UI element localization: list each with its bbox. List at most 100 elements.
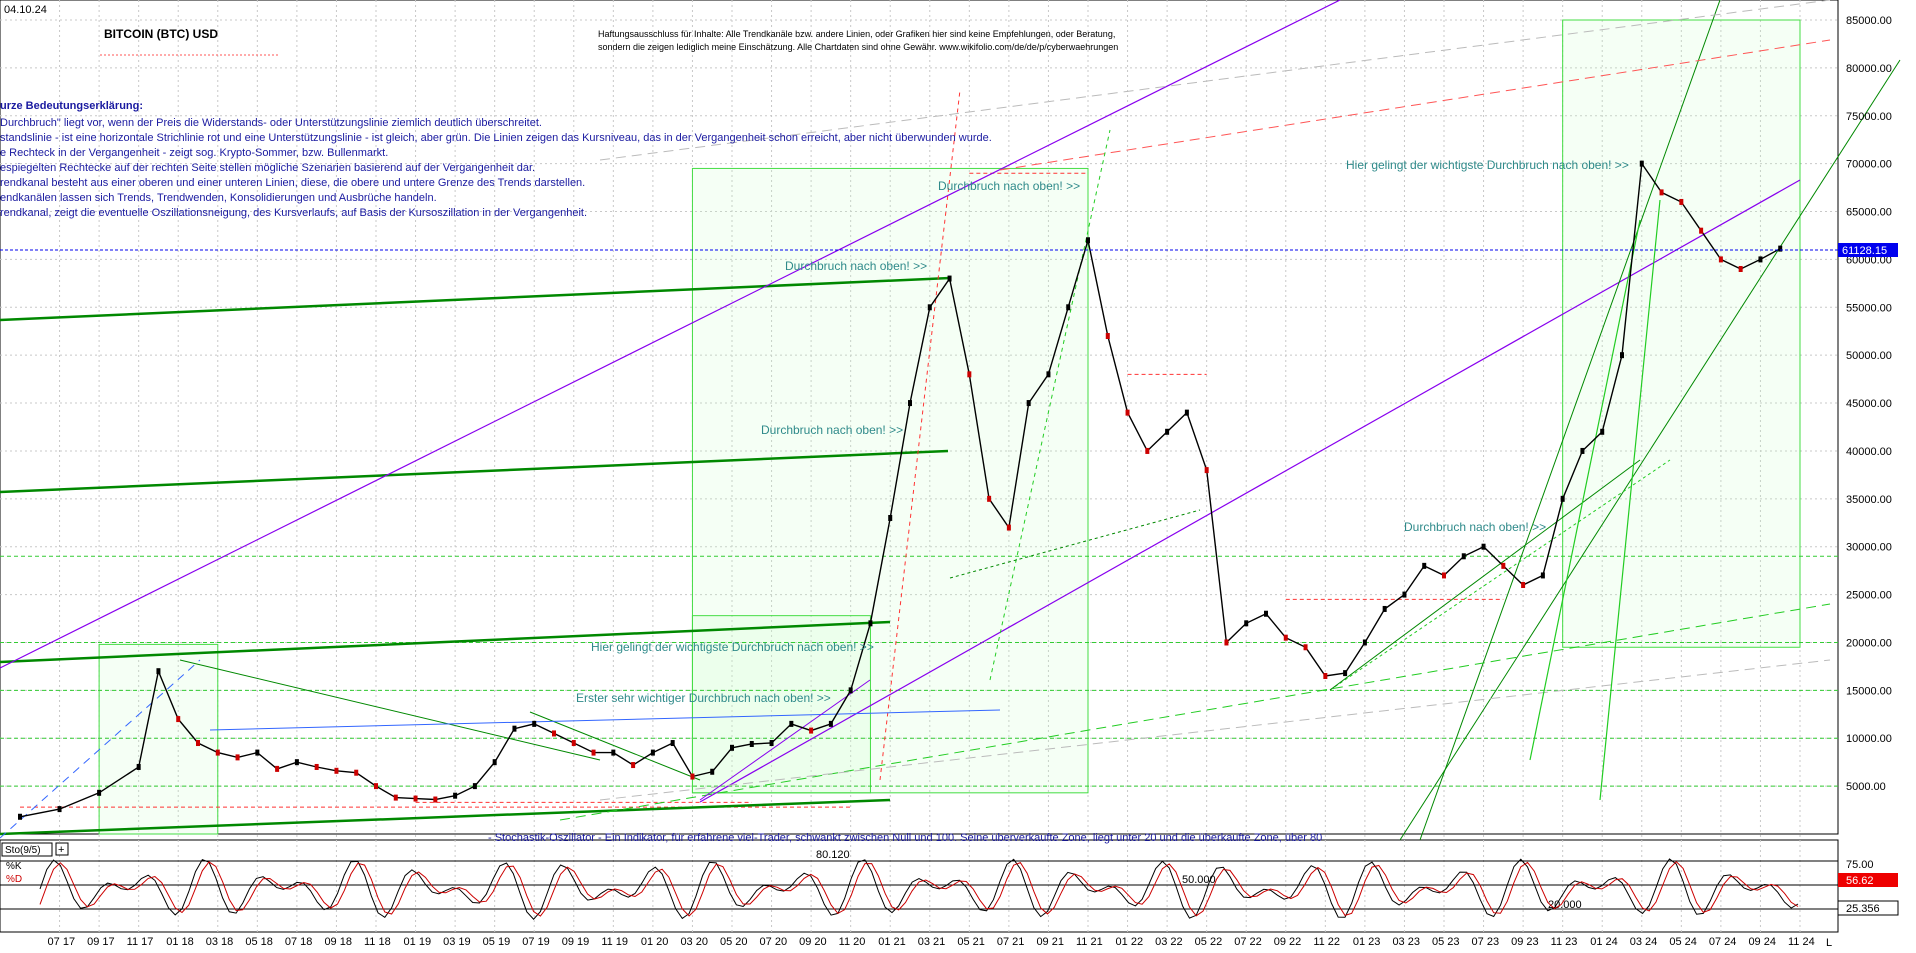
legend-line-1: Durchbruch" liegt vor, wenn der Preis di… xyxy=(0,117,542,129)
price-point xyxy=(18,813,22,820)
x-tick-label: 03 22 xyxy=(1155,936,1183,948)
legend-line-2: standslinie - ist eine horizontale Stric… xyxy=(0,132,992,144)
legend-line-4: espiegelten Rechtecke auf der rechten Se… xyxy=(0,162,535,174)
price-point xyxy=(1639,160,1644,167)
y-tick-label: 70000.00 xyxy=(1846,159,1892,171)
x-tick-label: 11 23 xyxy=(1551,936,1578,948)
price-point xyxy=(275,765,280,772)
stochastic-add-button[interactable] xyxy=(55,842,69,856)
legend-line-6: endkanälen lassen sich Trends, Trendwend… xyxy=(0,192,437,204)
price-point xyxy=(1343,670,1348,677)
chart-date: 04.10.24 xyxy=(4,4,47,16)
price-point xyxy=(1086,237,1090,244)
y-tick-label: 10000.00 xyxy=(1846,733,1892,745)
price-point xyxy=(552,730,556,737)
price-point xyxy=(1699,227,1704,234)
trend-line-blue-dashed xyxy=(0,659,201,839)
x-tick-label: 01 23 xyxy=(1353,936,1381,948)
price-point xyxy=(492,759,497,766)
price-panel-frame xyxy=(0,0,1839,835)
stochastic-k-line xyxy=(39,858,1799,920)
trend-line-grey-dashed xyxy=(599,659,1831,801)
price-point xyxy=(1125,409,1130,416)
x-tick-label: 05 22 xyxy=(1195,936,1223,948)
price-point xyxy=(1204,467,1209,474)
stochastic-title: Sto(9/5) xyxy=(5,845,41,856)
price-point xyxy=(710,768,715,775)
x-tick-label: 09 20 xyxy=(799,936,827,948)
disclaimer-line-2: sondern die zeigen lediglich meine Einsc… xyxy=(598,42,1118,52)
price-point xyxy=(947,275,952,282)
price-point xyxy=(888,514,893,521)
stochastic-level-50: 50.000 xyxy=(1182,874,1216,886)
price-point xyxy=(97,789,102,796)
annotation-first-key-breakout: Erster sehr wichtiger Durchbruch nach ob… xyxy=(576,691,831,705)
y-tick-label: 80000.00 xyxy=(1846,63,1892,75)
price-point xyxy=(1718,256,1723,263)
price-series-points xyxy=(18,160,1783,820)
y-tick-label: 30000.00 xyxy=(1846,542,1892,554)
x-tick-label: 05 23 xyxy=(1432,936,1460,948)
stochastic-d-marker xyxy=(1837,900,1899,916)
price-point xyxy=(532,720,537,727)
x-tick-label: 05 20 xyxy=(720,936,748,948)
price-point xyxy=(1066,304,1071,311)
x-tick-label: 01 19 xyxy=(404,936,432,948)
price-point xyxy=(413,795,418,802)
annotation-key-breakout-2020: Hier gelingt der wichtigste Durchbruch n… xyxy=(591,640,874,654)
price-point xyxy=(255,749,260,756)
y-tick-label: 65000.00 xyxy=(1846,207,1892,219)
trend-line-green-steep-2024 xyxy=(1529,219,1641,761)
price-point xyxy=(1600,428,1605,435)
x-tick-label: 11 17 xyxy=(127,936,154,948)
x-tick-label: 07 19 xyxy=(522,936,550,948)
y-tick-label: 25000.00 xyxy=(1846,590,1892,602)
y-tick-label: 15000.00 xyxy=(1846,685,1892,697)
x-tick-label: 01 21 xyxy=(878,936,906,948)
x-tick-label: 01 24 xyxy=(1590,936,1618,948)
price-point xyxy=(1540,572,1545,579)
price-point xyxy=(631,762,636,769)
price-point xyxy=(1145,447,1150,454)
price-point xyxy=(1738,265,1743,272)
stochastic-level-20: 20.000 xyxy=(1548,899,1582,911)
x-tick-label: 09 21 xyxy=(1036,936,1064,948)
x-tick-label: 07 22 xyxy=(1234,936,1262,948)
trend-line-green-floor xyxy=(0,798,891,836)
x-tick-label: 11 19 xyxy=(601,936,628,948)
price-point xyxy=(1679,198,1684,205)
legend-line-5: rendkanal besteht aus einer oberen und e… xyxy=(0,177,585,189)
price-point xyxy=(156,668,161,675)
price-point xyxy=(1026,400,1031,407)
x-tick-label: 03 23 xyxy=(1392,936,1420,948)
bull-market-regions xyxy=(98,19,1801,835)
price-point xyxy=(730,744,734,751)
bull-market-region xyxy=(98,643,219,835)
x-tick-label: 01 22 xyxy=(1116,936,1144,948)
annotation-breakout-2021-top: Durchbruch nach oben! >> xyxy=(938,179,1080,193)
price-point xyxy=(1382,605,1387,612)
last-price-marker xyxy=(1838,243,1898,257)
price-point xyxy=(1006,524,1011,531)
x-tick-label: 03 21 xyxy=(918,936,946,948)
price-point xyxy=(294,759,299,766)
disclaimer-line-1: Haftungsausschluss für Inhalte: Alle Tre… xyxy=(598,29,1115,39)
trend-line-downtrend-2019 xyxy=(529,711,701,781)
x-tick-label: 09 24 xyxy=(1748,936,1776,948)
bull-market-region xyxy=(691,615,871,794)
price-point xyxy=(1362,639,1367,646)
price-point xyxy=(235,754,240,761)
price-point xyxy=(650,749,655,756)
price-point xyxy=(1165,428,1170,435)
trend-line-downtrend-2018 xyxy=(179,659,601,761)
x-tick-label: 05 18 xyxy=(245,936,273,948)
price-point xyxy=(967,371,972,378)
x-axis-end-label: L xyxy=(1826,937,1832,948)
x-tick-label: 01 18 xyxy=(166,936,194,948)
y-tick-label: 20000.00 xyxy=(1846,637,1892,649)
price-point xyxy=(393,794,398,801)
x-tick-label: 09 18 xyxy=(324,936,352,948)
y-tick-label: 40000.00 xyxy=(1846,446,1892,458)
x-tick-label: 01 20 xyxy=(641,936,669,948)
